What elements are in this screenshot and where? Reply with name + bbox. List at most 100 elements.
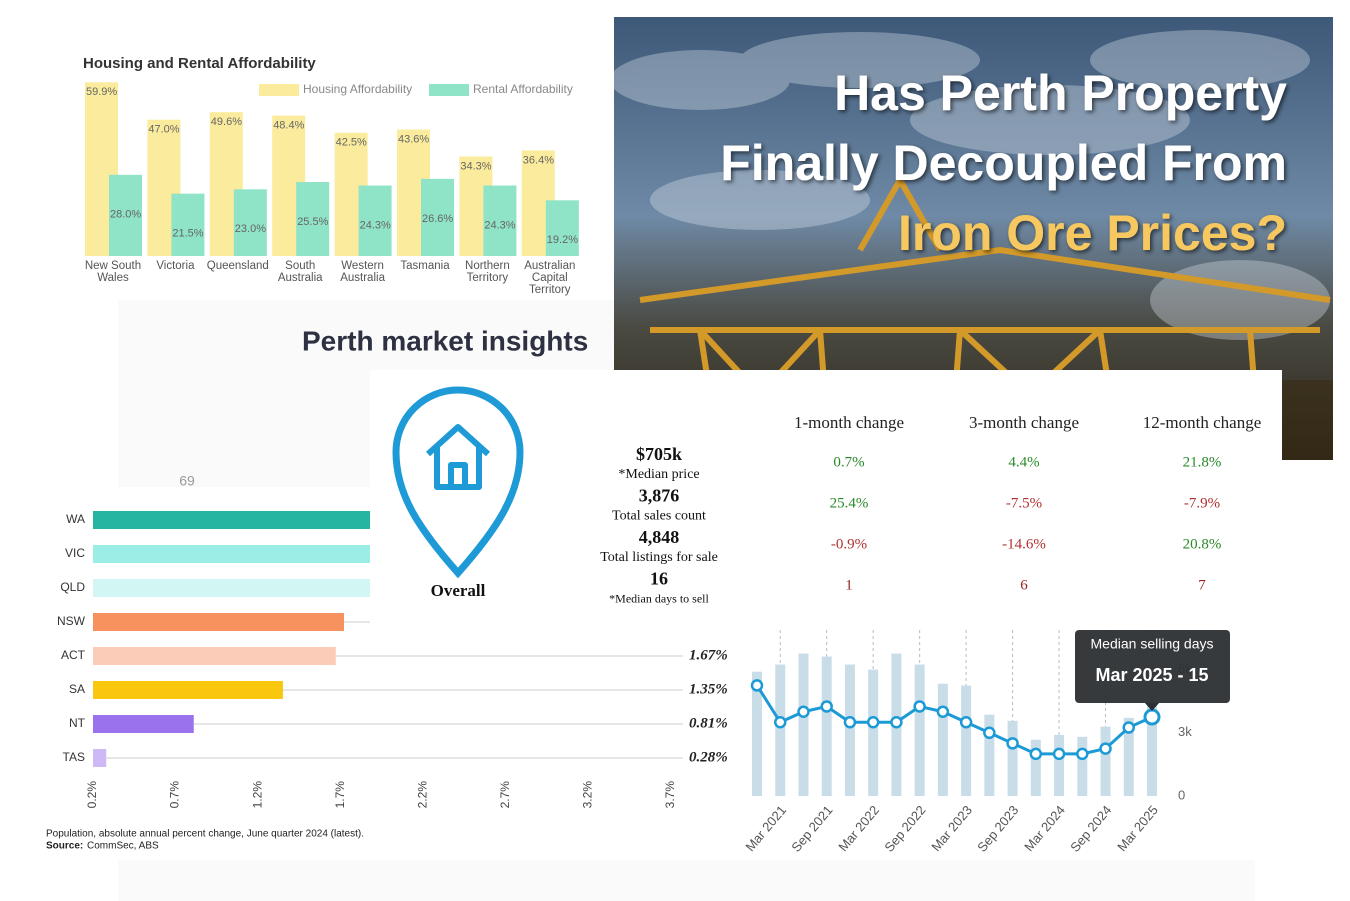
marker: [750, 679, 764, 692]
y-tick-label: 3k: [1178, 724, 1192, 739]
table-cell: 1: [845, 577, 853, 593]
bar: [93, 749, 107, 767]
stat-value: 3,876: [639, 486, 680, 506]
bar: [1030, 739, 1041, 796]
marker: [866, 716, 880, 729]
bar: [1007, 720, 1018, 796]
x-tick-label: Australian Capital Territory: [524, 260, 575, 296]
table-cell: -7.5%: [1006, 495, 1042, 511]
tooltip-title: Median selling days: [1091, 636, 1214, 652]
value-label: 49.6%: [211, 116, 242, 128]
value-label: 59.9%: [86, 86, 117, 98]
value-label: 1.35%: [689, 681, 728, 697]
value-label: 25.5%: [297, 216, 328, 228]
legend-swatch: [429, 84, 469, 96]
bar: [961, 685, 972, 796]
legend-label: Rental Affordability: [473, 82, 573, 96]
y-tick-label: VIC: [65, 546, 85, 560]
x-tick-label: 1.7%: [333, 781, 347, 809]
bar: [171, 193, 205, 256]
value-label: 34.3%: [460, 160, 491, 172]
x-tick-label: 2.2%: [415, 781, 429, 809]
x-tick-label: Northern Territory: [465, 260, 510, 284]
value-label: 48.4%: [273, 120, 304, 132]
marker: [1099, 742, 1112, 755]
marker: [890, 716, 903, 729]
bar: [545, 200, 579, 256]
value-label: 24.3%: [360, 219, 391, 231]
value-label: 28.0%: [110, 209, 141, 221]
table-cell: 7: [1198, 577, 1206, 593]
x-tick-label: 3.2%: [581, 781, 595, 809]
legend-label: Housing Affordability: [303, 82, 412, 96]
x-tick-label: 0.7%: [168, 781, 182, 809]
marker: [1052, 747, 1066, 761]
y-tick-label: TAS: [63, 750, 85, 764]
bar: [1054, 734, 1065, 796]
column-header: 12-month change: [1143, 413, 1262, 432]
bar: [421, 178, 454, 256]
value-label: 24.3%: [484, 219, 515, 231]
bar: [844, 664, 855, 796]
marker: [1076, 747, 1089, 761]
bar: [1146, 699, 1157, 796]
x-tick-label: 0.2%: [85, 781, 99, 809]
bar: [358, 185, 392, 256]
bar: [93, 545, 440, 563]
tooltip-pointer: [1145, 703, 1159, 711]
table-cell: 4.4%: [1008, 454, 1039, 470]
bar: [233, 189, 267, 256]
x-tick-label: Victoria: [156, 260, 195, 272]
bar: [93, 579, 422, 597]
value-label: 42.5%: [336, 137, 367, 149]
bar: [914, 664, 925, 796]
x-tick-label: 2.7%: [498, 781, 512, 809]
stat-value: 16: [650, 569, 668, 589]
bar: [868, 669, 879, 796]
marker: [959, 716, 973, 729]
bar: [483, 185, 517, 256]
clouds: [614, 30, 1330, 340]
house-icon: [425, 424, 491, 490]
table-cell: -14.6%: [1002, 536, 1046, 552]
column-header: 1-month change: [794, 413, 904, 432]
bar: [752, 671, 762, 796]
source: CommSec, ABS: [87, 841, 159, 852]
stat-label: *Median days to sell: [609, 591, 709, 605]
bar: [775, 664, 786, 796]
marker: [1143, 708, 1161, 726]
background-label: 69: [179, 473, 195, 489]
bar: [93, 681, 283, 699]
marker: [913, 700, 926, 713]
value-label: 21.5%: [172, 228, 203, 240]
bar: [109, 174, 142, 256]
marker: [936, 705, 950, 718]
source-label: Source:: [46, 841, 83, 852]
banner-line: Iron Ore Prices?: [898, 205, 1287, 261]
bar: [821, 656, 832, 796]
icon-label: Overall: [431, 581, 486, 600]
value-label: 43.6%: [398, 133, 429, 145]
bar: [93, 647, 336, 665]
y-tick-label: SA: [69, 682, 85, 696]
stat-label: Total listings for sale: [600, 550, 718, 565]
marker: [1029, 747, 1043, 761]
y-tick-label: ACT: [61, 648, 86, 662]
stat-label: *Median price: [618, 467, 699, 482]
chart-title: Housing and Rental Affordability: [83, 55, 316, 72]
x-tick-label: Queensland: [207, 260, 269, 272]
table-cell: 0.7%: [833, 454, 864, 470]
table-cell: 21.8%: [1183, 454, 1222, 470]
value-label: 0.28%: [689, 749, 728, 765]
bar: [1123, 717, 1134, 796]
value-label: 47.0%: [148, 124, 179, 136]
stat-value: 4,848: [639, 527, 680, 547]
marker: [1122, 721, 1136, 734]
table-cell: -0.9%: [831, 536, 867, 552]
marker: [983, 726, 996, 740]
pin-icon: [392, 386, 524, 579]
banner-line: Has Perth Property: [834, 65, 1287, 121]
marker: [797, 705, 810, 718]
